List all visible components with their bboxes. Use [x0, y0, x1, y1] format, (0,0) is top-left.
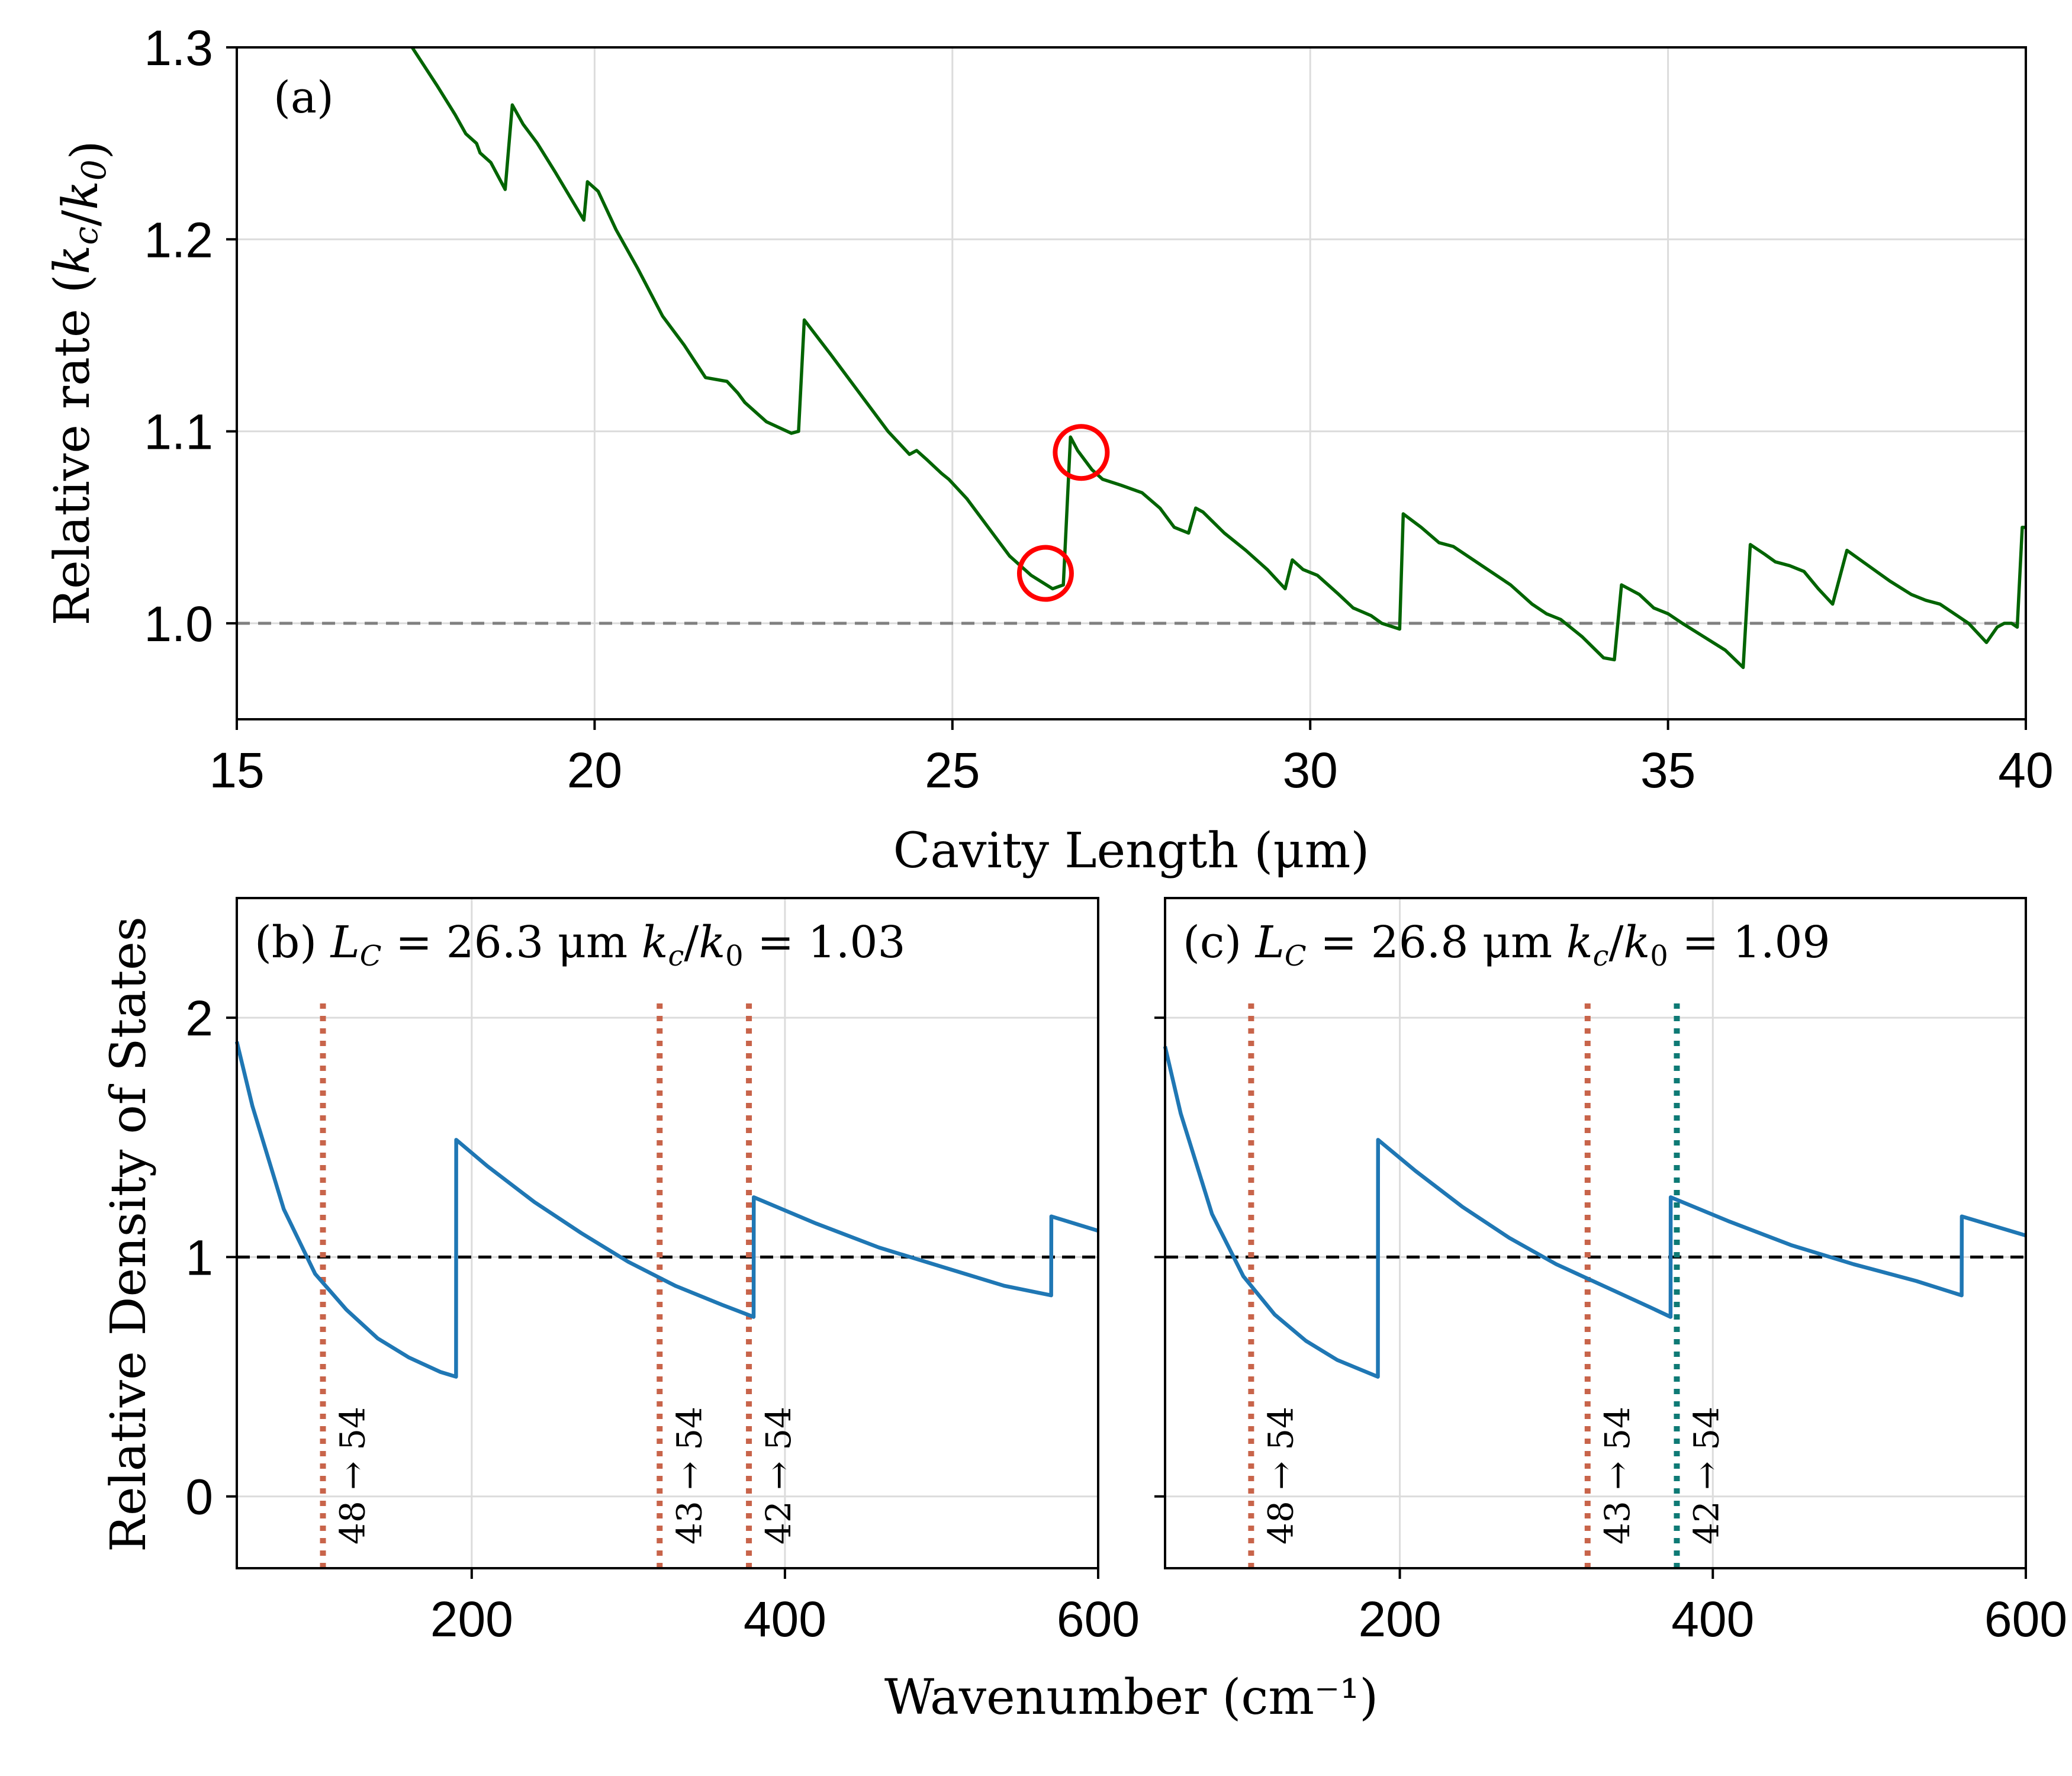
plot-frame-c [1164, 897, 2027, 1569]
y-tick-label: 0 [185, 1469, 213, 1525]
y-axis-label-b: Relative Density of States [101, 916, 157, 1552]
x-tick-label: 35 [1640, 742, 1695, 798]
x-tick-label: 400 [1671, 1591, 1754, 1647]
transition-label: 48 → 54 [333, 1407, 373, 1545]
highlight-circle [1016, 545, 1074, 602]
panel-a-rate-vs-length: 15 20 25 30 35 40 1.0 1.1 1.2 1.3 (a) Cavity Leng… [44, 20, 2054, 879]
y-tick-label: 1.0 [144, 596, 213, 652]
y-tick-label: 1.2 [144, 212, 213, 268]
highlight-circle [1053, 424, 1110, 481]
x-tick-label: 200 [430, 1591, 513, 1647]
panel-b-density-of-states: 48 → 54 43 → 54 42 → 54 200 400 600 0 1 2 (b) L… [101, 897, 1140, 1647]
transition-label: 42 → 54 [758, 1407, 799, 1545]
x-axis-label-wavenumber: Wavenumber (cm⁻¹) [884, 1669, 1378, 1726]
dos-curve [234, 1041, 1099, 1379]
transition-label: 42 → 54 [1686, 1407, 1726, 1545]
y-axis-label-a: Relative rate (kc/k0) [44, 140, 117, 625]
panel-c-density-of-states: 48 → 54 43 → 54 42 → 54 200 400 600 (c) LC =… [1154, 897, 2067, 1647]
panel-title-c: (c) LC = 26.8 μm kc/k0 = 1.09 [1183, 917, 1830, 973]
x-tick-label: 400 [744, 1591, 826, 1647]
x-tick-label: 40 [1998, 742, 2053, 798]
plot-frame-a [236, 46, 2027, 720]
y-tick-label: 2 [185, 990, 213, 1046]
y-tick-label: 1.3 [144, 20, 213, 76]
plot-frame-b [236, 897, 1099, 1569]
x-tick-label: 200 [1358, 1591, 1441, 1647]
x-tick-label: 600 [1057, 1591, 1140, 1647]
transition-label: 43 → 54 [669, 1407, 709, 1545]
x-axis-label-a: Cavity Length (μm) [893, 823, 1370, 879]
transition-label: 48 → 54 [1260, 1407, 1301, 1545]
transition-label: 43 → 54 [1597, 1407, 1637, 1545]
panel-title-b: (b) LC = 26.3 μm kc/k0 = 1.03 [255, 917, 906, 973]
x-tick-label: 30 [1282, 742, 1337, 798]
x-tick-label: 25 [925, 742, 980, 798]
x-tick-label: 15 [209, 742, 264, 798]
y-tick-label: 1.1 [144, 404, 213, 460]
rate-curve [410, 46, 2026, 670]
y-tick-label: 1 [185, 1230, 213, 1285]
x-tick-label: 600 [1984, 1591, 2067, 1647]
panel-label-a: (a) [274, 72, 334, 123]
dos-curve [1163, 1045, 2026, 1379]
x-tick-label: 20 [567, 742, 622, 798]
